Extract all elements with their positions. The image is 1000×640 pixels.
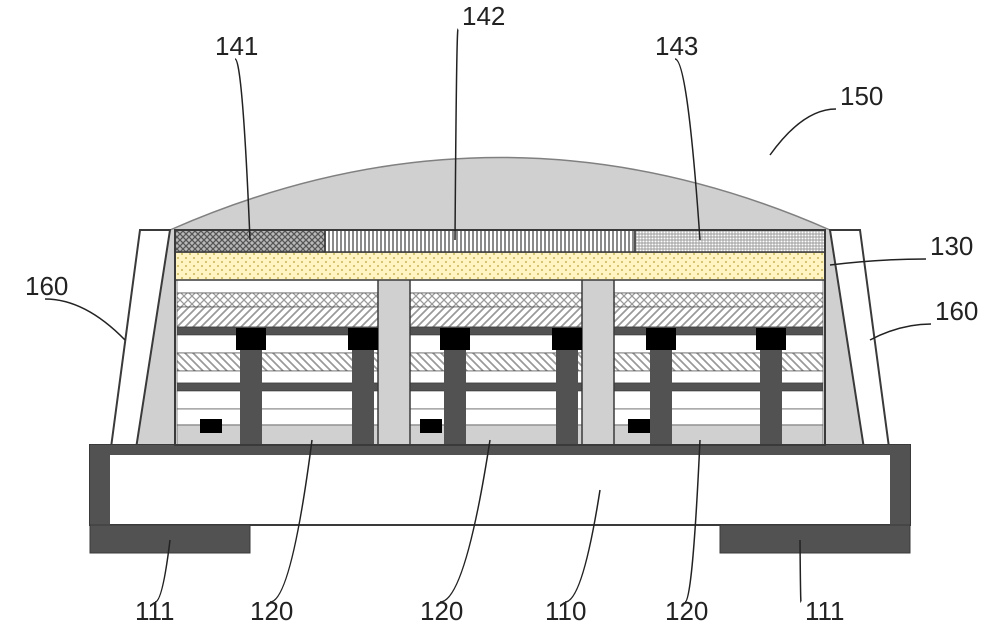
layer-band [177,371,823,383]
stack-gap [582,277,614,443]
leader-line [45,299,125,340]
label-142: 142 [462,1,505,31]
substrate-body [90,445,910,525]
label-111L: 111 [135,596,175,626]
substrate-riser [890,445,910,525]
layer-band [177,383,823,391]
layer-band [177,425,823,445]
layer-band [177,409,823,425]
label-130: 130 [930,231,973,261]
contact-pad [720,525,910,553]
label-143: 143 [655,31,698,61]
label-120a: 120 [250,596,293,626]
pillar-cap [348,328,378,350]
pillar-cap [646,328,676,350]
pillar-cap [236,328,266,350]
layer-band [177,391,823,409]
pillar-cap [756,328,786,350]
layer-band [177,293,823,307]
bottom-contact [200,419,222,433]
contact-pad [90,525,250,553]
bottom-contact [628,419,650,433]
leader-line [870,324,931,340]
layer-band [177,307,823,327]
label-110: 110 [545,596,586,626]
label-160R: 160 [935,296,978,326]
bottom-contact [420,419,442,433]
segment-143 [635,230,825,252]
label-120b: 120 [420,596,463,626]
layer-band [177,335,823,353]
leader-line [770,109,836,155]
substrate-riser [90,445,110,525]
pillar-cap [552,328,582,350]
layer-130 [175,252,825,280]
stack-gap [378,277,410,443]
layer-band [177,353,823,371]
label-150: 150 [840,81,883,111]
label-160L: 160 [25,271,68,301]
layer-band [177,327,823,335]
label-111R: 111 [805,596,845,626]
substrate-top-strip [90,445,910,455]
pillar-cap [440,328,470,350]
label-141: 141 [215,31,258,61]
segment-142 [325,230,635,252]
